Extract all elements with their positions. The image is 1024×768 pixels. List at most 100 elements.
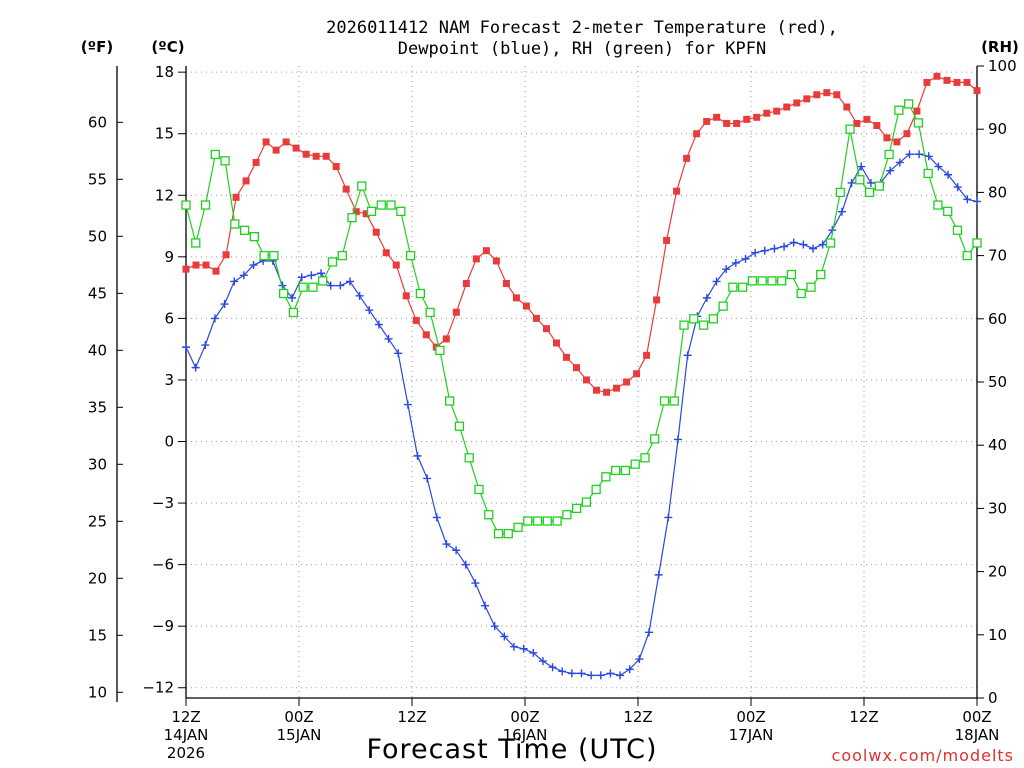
data-point-rh (767, 276, 777, 286)
data-point-dewpoint (384, 334, 393, 343)
rh-tick-label: 70 (988, 247, 1007, 265)
data-point-temperature (472, 255, 480, 263)
rh-tick-label: 0 (988, 689, 998, 707)
data-point-temperature (542, 325, 550, 333)
data-point-rh (327, 257, 338, 267)
rh-tick-label: 40 (988, 436, 1007, 454)
data-point-rh (288, 307, 299, 318)
data-point-temperature (753, 113, 761, 121)
data-point-temperature (532, 314, 540, 322)
x-tick-label: 00Z (736, 708, 765, 726)
data-point-temperature (502, 280, 510, 288)
data-point-dewpoint (220, 300, 229, 309)
data-point-temperature (883, 134, 891, 142)
data-point-temperature (683, 154, 691, 162)
data-point-temperature (583, 376, 591, 384)
data-point-dewpoint (548, 663, 557, 672)
x-tick-label: 12Z (623, 708, 652, 726)
data-point-rh (279, 288, 289, 299)
data-point-rh (357, 181, 367, 191)
data-point-dewpoint (182, 343, 190, 352)
data-point-rh (239, 225, 250, 235)
data-point-rh (913, 118, 924, 128)
data-point-temperature (282, 138, 290, 146)
tick-labels: 1815129630−3−6−9−12605550454035302520151… (88, 57, 1017, 762)
data-point-temperature (663, 236, 671, 244)
data-point-dewpoint (760, 246, 769, 255)
series-dewpoint (182, 150, 981, 680)
data-point-dewpoint (799, 240, 808, 249)
data-point-temperature (803, 95, 811, 103)
data-point-rh (415, 288, 426, 299)
data-point-dewpoint (789, 238, 798, 247)
data-point-temperature (873, 122, 881, 130)
data-point-temperature (943, 76, 951, 84)
data-point-rh (806, 282, 816, 292)
data-point-rh (698, 320, 709, 330)
data-point-rh (220, 156, 230, 166)
data-point-temperature (733, 119, 741, 127)
x-tick-label: 00Z (962, 708, 991, 726)
data-point-rh (484, 510, 494, 520)
data-point-dewpoint (915, 150, 924, 159)
fahrenheit-tick-label: 60 (88, 113, 107, 131)
data-point-temperature (953, 78, 961, 86)
title-line-1: 2026011412 NAM Forecast 2-meter Temperat… (326, 18, 838, 38)
celsius-tick-label: 18 (155, 63, 174, 81)
data-point-dewpoint (847, 178, 856, 187)
data-point-rh (562, 510, 572, 520)
data-point-dewpoint (365, 306, 374, 315)
data-point-rh (659, 396, 670, 406)
data-point-temperature (372, 228, 380, 236)
data-point-temperature (913, 107, 921, 115)
data-point-rh (777, 276, 787, 286)
title-line-2: Dewpoint (blue), RH (green) for KPFN (398, 39, 766, 59)
data-point-temperature (342, 185, 350, 193)
data-point-dewpoint (818, 240, 827, 249)
data-point-rh (405, 250, 416, 261)
data-point-dewpoint (432, 513, 441, 522)
data-point-rh (669, 396, 679, 406)
data-point-rh (347, 213, 357, 223)
x-tick-label: 16JAN (503, 726, 548, 744)
data-point-dewpoint (288, 293, 297, 302)
data-point-temperature (843, 103, 851, 111)
data-point-temperature (352, 208, 360, 216)
data-point-temperature (302, 150, 310, 158)
data-point-temperature (903, 130, 911, 138)
data-point-dewpoint (490, 622, 499, 631)
x-tick-label: 12Z (849, 708, 878, 726)
data-point-rh (542, 516, 552, 526)
celsius-tick-label: 3 (164, 371, 174, 389)
data-point-rh (894, 105, 904, 115)
data-point-temperature (212, 267, 220, 275)
fahrenheit-tick-label: 10 (88, 683, 107, 701)
data-point-temperature (783, 103, 791, 111)
celsius-tick-label: 6 (164, 309, 174, 327)
data-point-dewpoint (558, 667, 567, 676)
data-point-dewpoint (837, 207, 846, 216)
data-point-dewpoint (963, 195, 972, 204)
data-point-temperature (703, 117, 711, 125)
data-point-dewpoint (683, 351, 692, 360)
data-point-rh (611, 465, 621, 476)
data-point-dewpoint (886, 166, 895, 175)
data-point-temperature (192, 261, 200, 269)
data-point-dewpoint (461, 560, 470, 569)
data-point-rh (737, 282, 748, 292)
fahrenheit-tick-label: 20 (88, 569, 107, 587)
rh-tick-label: 60 (988, 310, 1007, 328)
rh-tick-label: 10 (988, 626, 1007, 644)
data-point-temperature (973, 87, 981, 95)
fahrenheit-tick-label: 30 (88, 455, 107, 473)
rh-tick-label: 30 (988, 499, 1007, 517)
data-point-temperature (242, 177, 250, 185)
data-point-rh (503, 529, 513, 539)
data-point-dewpoint (394, 349, 403, 358)
data-point-dewpoint (587, 671, 596, 680)
data-point-dewpoint (452, 546, 461, 555)
data-point-rh (493, 529, 504, 539)
data-point-temperature (562, 353, 570, 361)
data-point-temperature (292, 144, 300, 152)
